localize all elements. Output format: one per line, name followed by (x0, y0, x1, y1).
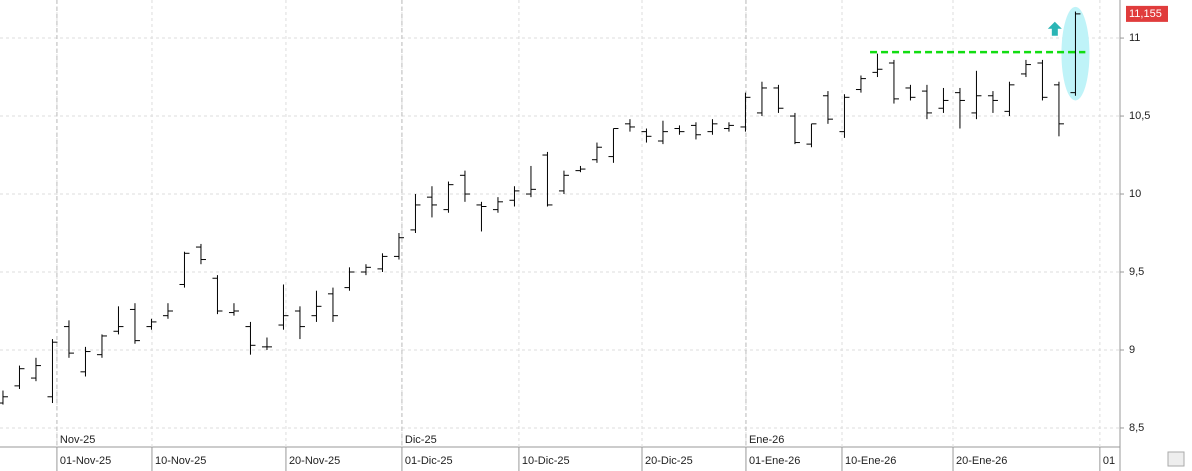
month-label: Dic-25 (405, 434, 437, 446)
x-tick-label: 20-Dic-25 (645, 455, 693, 467)
x-tick-label: 20-Nov-25 (289, 455, 340, 467)
x-tick-label: 01-Nov-25 (60, 455, 111, 467)
x-tick-label: 20-Ene-26 (956, 455, 1007, 467)
month-label: Ene-26 (749, 434, 784, 446)
x-tick-label: 10-Nov-25 (155, 455, 206, 467)
x-tick-label: 01-Dic-25 (405, 455, 453, 467)
y-tick-label: 11 (1129, 32, 1140, 44)
y-tick-label: 9,5 (1129, 266, 1144, 278)
arrow (1047, 21, 1062, 36)
x-tick-label: 01-Ene-26 (749, 455, 800, 467)
y-tick-label: 8,5 (1129, 422, 1144, 434)
y-tick-label: 9 (1129, 344, 1135, 356)
last-price-label: 11,155 (1129, 8, 1162, 20)
month-label: Nov-25 (60, 434, 95, 446)
x-tick-label: 01 (1103, 455, 1115, 467)
x-tick-label: 10-Ene-26 (845, 455, 896, 467)
settings-button[interactable] (1167, 451, 1185, 467)
last-price-box (1126, 5, 1168, 22)
y-tick-label: 10 (1129, 188, 1141, 200)
x-tick-label: 10-Dic-25 (522, 455, 570, 467)
y-tick-label: 10,5 (1129, 110, 1150, 122)
